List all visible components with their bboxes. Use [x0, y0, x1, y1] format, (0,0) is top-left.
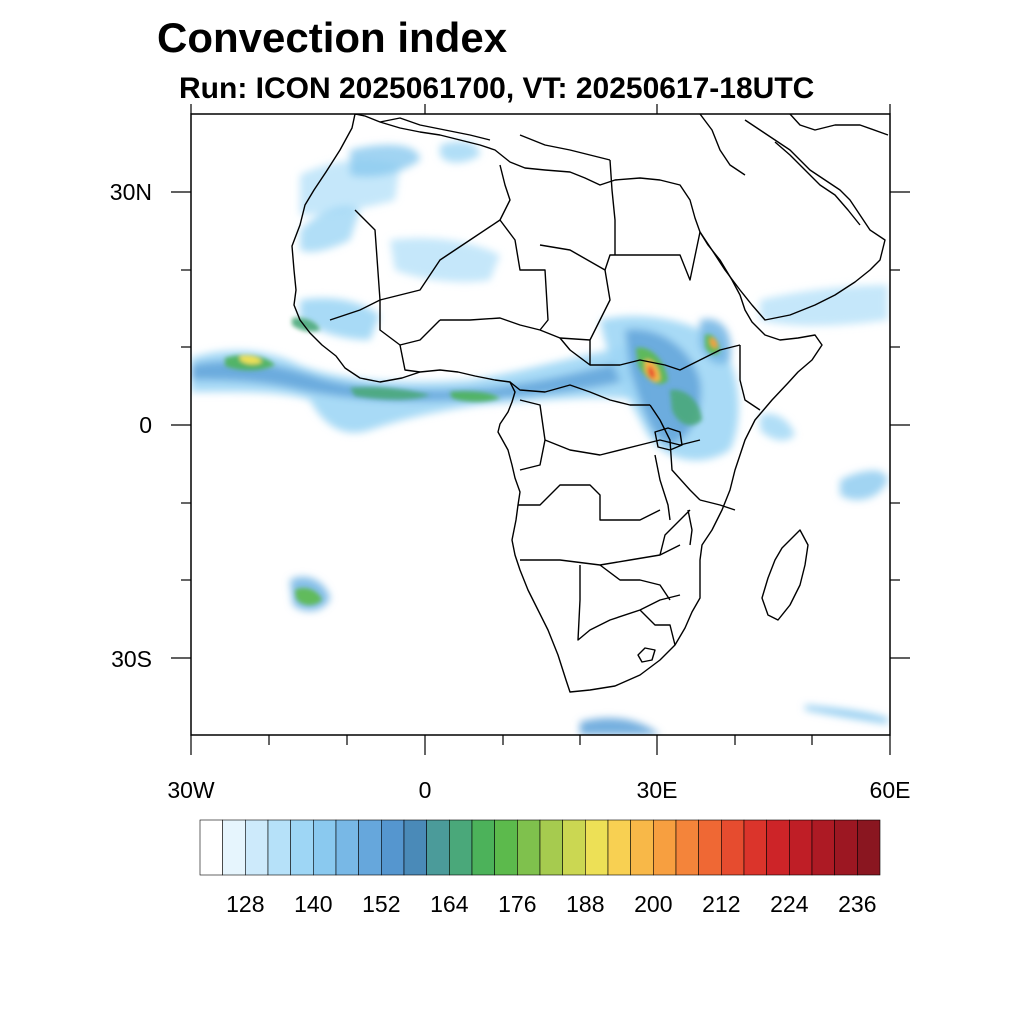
colorbar-swatch	[403, 819, 427, 876]
colorbar-label: 164	[430, 891, 469, 917]
colorbar-swatch	[245, 819, 269, 876]
colorbar-swatch	[562, 819, 586, 876]
colorbar-swatch	[811, 819, 835, 876]
colorbar-swatch	[630, 819, 654, 876]
colorbar-label: 236	[838, 891, 876, 917]
colorbar-label: 152	[362, 891, 400, 917]
colorbar-swatch	[494, 819, 518, 876]
colorbar-label: 188	[566, 891, 604, 917]
y-tick-label: 30S	[111, 646, 152, 672]
colorbar-swatch	[698, 819, 722, 876]
x-tick-label: 60E	[870, 777, 911, 803]
colorbar-swatch	[267, 819, 291, 876]
y-tick-label: 30N	[110, 179, 152, 205]
colorbar-swatch	[766, 819, 790, 876]
y-tick-label: 0	[139, 412, 152, 438]
colorbar-swatch	[313, 819, 337, 876]
colorbar-swatch	[653, 819, 677, 876]
colorbar-swatch	[675, 819, 699, 876]
axis-ticks	[171, 104, 910, 755]
colorbar-label: 224	[770, 891, 809, 917]
map-title: Convection index	[157, 14, 508, 61]
colorbar-swatch	[721, 819, 745, 876]
colorbar-swatch	[517, 819, 541, 876]
colorbar-label: 200	[634, 891, 672, 917]
x-tick-label: 30E	[637, 777, 678, 803]
colorbar-swatch	[607, 819, 631, 876]
colorbar-swatch	[857, 819, 881, 876]
colorbar-swatch	[449, 819, 473, 876]
colorbar-swatch	[789, 819, 813, 876]
colorbar-label: 212	[702, 891, 740, 917]
coastlines	[291, 114, 889, 693]
map-subtitle: Run: ICON 2025061700, VT: 20250617-18UTC	[179, 72, 815, 105]
colorbar-swatch	[222, 819, 246, 876]
colorbar-swatch	[381, 819, 405, 876]
colorbar: 128 140 152 164 176 188 200 212 224 236	[199, 819, 881, 917]
x-tick-label: 0	[419, 777, 432, 803]
colorbar-swatch	[539, 819, 563, 876]
colorbar-label: 176	[498, 891, 536, 917]
colorbar-swatch	[290, 819, 314, 876]
colorbar-swatch	[471, 819, 495, 876]
colorbar-swatch	[585, 819, 609, 876]
colorbar-swatch	[358, 819, 382, 876]
x-tick-label: 30W	[167, 777, 215, 803]
colorbar-swatch	[743, 819, 767, 876]
colorbar-swatch	[426, 819, 450, 876]
colorbar-label: 140	[294, 891, 332, 917]
convection-field	[191, 141, 888, 735]
colorbar-label: 128	[226, 891, 264, 917]
colorbar-swatch	[199, 819, 223, 876]
colorbar-swatch	[335, 819, 359, 876]
colorbar-swatch	[834, 819, 858, 876]
